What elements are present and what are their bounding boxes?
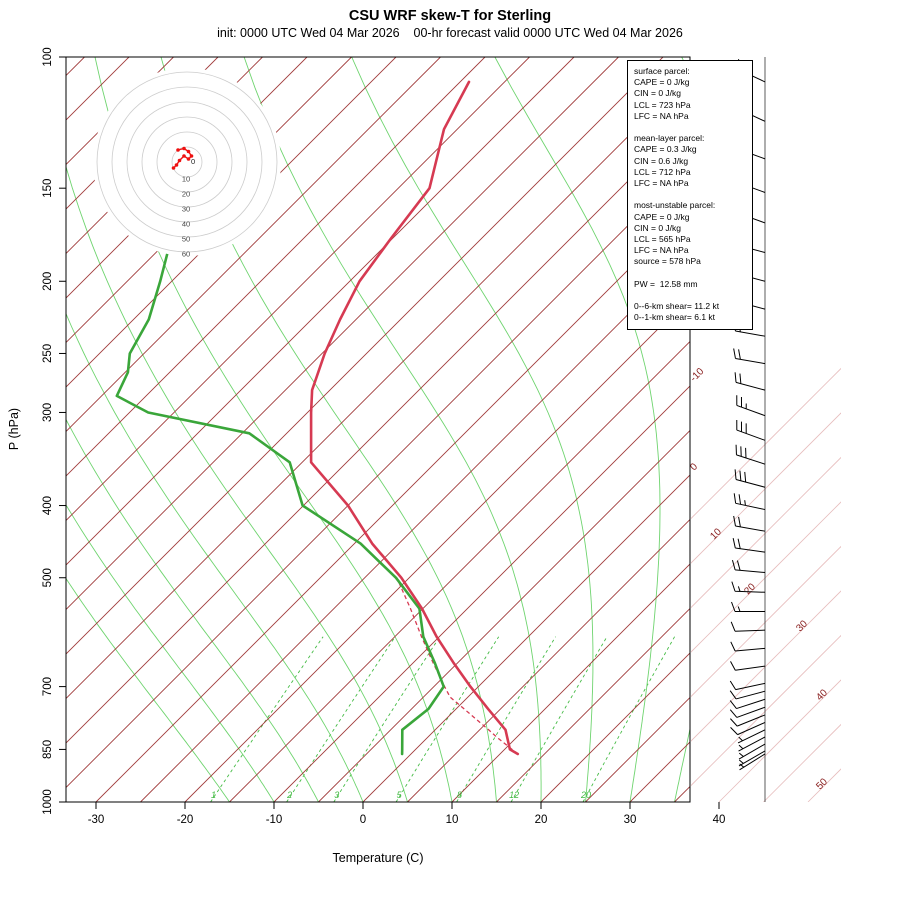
x-axis-label: Temperature (C) — [332, 851, 424, 865]
svg-text:20: 20 — [742, 581, 758, 597]
svg-text:20: 20 — [580, 790, 591, 800]
svg-text:2: 2 — [286, 790, 292, 800]
svg-text:40: 40 — [182, 220, 190, 229]
svg-text:40: 40 — [814, 687, 830, 703]
svg-text:850: 850 — [42, 740, 54, 759]
svg-text:1000: 1000 — [42, 789, 54, 815]
svg-text:-10: -10 — [266, 814, 283, 826]
svg-text:60: 60 — [182, 250, 190, 259]
svg-text:-10: -10 — [688, 366, 706, 384]
svg-text:30: 30 — [794, 618, 810, 634]
svg-text:150: 150 — [42, 179, 54, 198]
svg-text:-20: -20 — [177, 814, 194, 826]
svg-text:20: 20 — [535, 814, 548, 826]
svg-text:-30: -30 — [88, 814, 105, 826]
y-axis-label: P (hPa) — [7, 407, 21, 451]
parcel-info-panel: surface parcel: CAPE = 0 J/kg CIN = 0 J/kg… — [627, 60, 753, 330]
svg-text:30: 30 — [182, 205, 190, 214]
svg-text:40: 40 — [713, 814, 726, 826]
svg-text:300: 300 — [42, 403, 54, 422]
svg-text:0: 0 — [360, 814, 366, 826]
chart-subtitle: init: 0000 UTC Wed 04 Mar 2026 00-hr for… — [217, 26, 683, 40]
svg-text:20: 20 — [182, 190, 190, 199]
svg-text:500: 500 — [42, 568, 54, 587]
svg-text:10: 10 — [708, 526, 724, 542]
chart-title: CSU WRF skew-T for Sterling — [348, 8, 552, 24]
svg-text:50: 50 — [814, 776, 830, 792]
svg-text:250: 250 — [42, 344, 54, 363]
svg-text:30: 30 — [624, 814, 637, 826]
svg-text:50: 50 — [182, 235, 190, 244]
svg-text:400: 400 — [42, 496, 54, 515]
svg-text:10: 10 — [182, 175, 190, 184]
svg-text:5: 5 — [397, 790, 403, 800]
svg-text:200: 200 — [42, 272, 54, 291]
svg-text:700: 700 — [42, 677, 54, 696]
svg-text:12: 12 — [509, 790, 519, 800]
svg-text:1: 1 — [211, 790, 216, 800]
svg-text:8: 8 — [457, 790, 462, 800]
svg-text:0: 0 — [191, 157, 195, 166]
svg-text:10: 10 — [446, 814, 459, 826]
svg-text:3: 3 — [334, 790, 339, 800]
svg-text:100: 100 — [42, 47, 54, 66]
